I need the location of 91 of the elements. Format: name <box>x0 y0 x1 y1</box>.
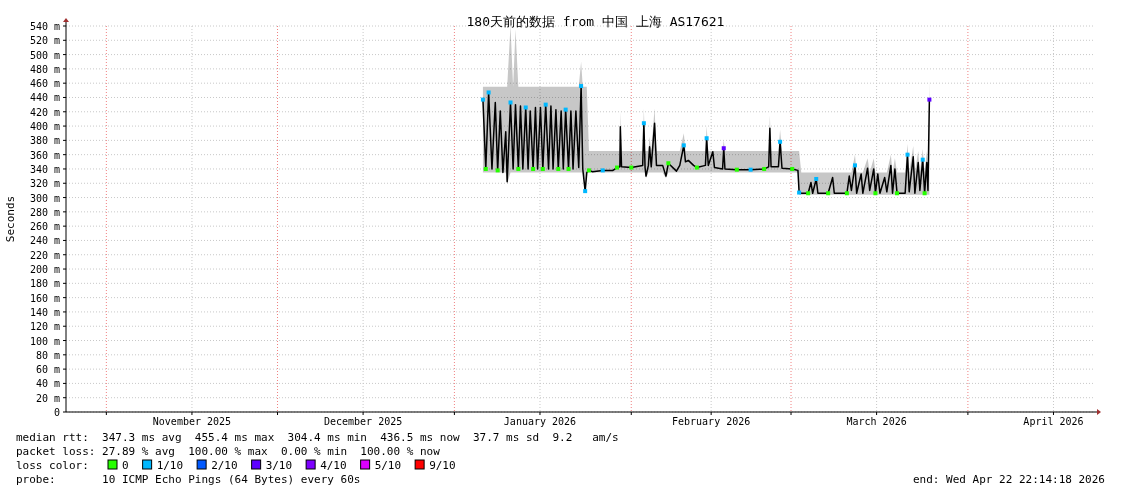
point <box>844 191 849 196</box>
point <box>566 166 571 171</box>
y-tick-label: 440 m <box>29 92 60 104</box>
y-tick-label: 0 <box>53 407 60 418</box>
point <box>540 166 545 171</box>
point <box>814 176 819 181</box>
text: probe: 10 ICMP Echo Pings (64 Bytes) every 60s <box>16 473 361 486</box>
y-tick-label: 120 m <box>29 321 60 333</box>
y-tick-label: 60 m <box>35 364 60 376</box>
point <box>704 136 709 141</box>
point <box>922 191 927 196</box>
point <box>615 165 620 170</box>
y-tick-label: 500 m <box>29 49 60 61</box>
y-tick-label: 160 m <box>29 292 60 304</box>
point <box>852 163 857 168</box>
line-series <box>482 85 931 195</box>
x-tick-label: November 2025 <box>152 416 232 427</box>
point <box>486 90 491 95</box>
y-tick-label: 240 m <box>29 235 60 247</box>
point <box>694 165 699 170</box>
point <box>778 139 783 144</box>
point <box>583 189 588 194</box>
legend-label: 3/10 <box>265 459 293 472</box>
y-tick-label: 200 m <box>29 264 60 276</box>
legend-label: 0 <box>122 459 129 472</box>
point <box>666 161 671 166</box>
y-axis-title: Seconds <box>4 195 17 243</box>
legend-label: 5/10 <box>374 459 402 472</box>
y-tick-label: 20 m <box>35 392 60 404</box>
point <box>905 152 910 157</box>
y-tick-label: 180 m <box>29 278 60 290</box>
y-tick-label: 260 m <box>29 221 60 233</box>
point <box>806 191 811 196</box>
y-tick-label: 140 m <box>29 306 60 318</box>
y-tick-label: 520 m <box>29 35 60 47</box>
text: packet loss: 27.89 % avg 100.00 % max 0.00 % min 100.00 % now <box>16 445 441 458</box>
y-tick-label: 400 m <box>29 121 60 133</box>
text: end: Wed Apr 22 22:14:18 2026 <box>912 473 1105 486</box>
point <box>895 191 900 196</box>
y-tick-label: 80 m <box>35 349 60 361</box>
y-tick-label: 480 m <box>29 63 60 75</box>
point <box>495 168 500 173</box>
legend-title: loss color: <box>16 459 89 472</box>
point <box>629 165 634 170</box>
text: median rtt: 347.3 ms avg 455.4 ms max 304.4 ms min 436.5 ms now 37.7 ms sd 9.2 am/s <box>16 431 619 444</box>
y-tick-label: 420 m <box>29 106 60 118</box>
point <box>826 191 831 196</box>
point <box>516 166 521 171</box>
point <box>483 166 488 171</box>
x-tick-label: March 2026 <box>846 416 907 427</box>
y-tick-label: 540 m <box>29 21 60 32</box>
x-tick-label: April 2026 <box>1023 416 1084 427</box>
y-tick-label: 220 m <box>29 249 60 261</box>
point <box>762 166 767 171</box>
point <box>543 102 548 107</box>
point <box>927 97 932 102</box>
point <box>797 190 802 195</box>
point <box>748 167 753 172</box>
legend-label: 2/10 <box>211 459 238 472</box>
point <box>508 100 513 105</box>
x-tick-label: January 2026 <box>503 416 577 427</box>
point <box>563 107 568 112</box>
x-tick-label: February 2026 <box>672 416 751 427</box>
y-tick-label: 300 m <box>29 192 60 204</box>
chart-title: 180天前的数据 from 中国 上海 AS17621 <box>466 14 725 29</box>
point <box>920 157 925 162</box>
point <box>480 97 485 102</box>
point <box>556 166 561 171</box>
y-tick-label: 380 m <box>29 135 60 147</box>
y-tick-label: 460 m <box>29 78 60 90</box>
point <box>681 143 686 148</box>
y-tick-label: 360 m <box>29 149 60 161</box>
y-tick-label: 280 m <box>29 206 60 218</box>
point <box>873 191 878 196</box>
point <box>790 166 795 171</box>
point <box>531 166 536 171</box>
point <box>734 167 739 172</box>
point <box>721 146 726 151</box>
y-tick-label: 340 m <box>29 163 60 175</box>
legend-label: 1/10 <box>156 459 184 472</box>
y-tick-label: 40 m <box>35 378 60 390</box>
y-tick-label: 100 m <box>29 335 60 347</box>
point <box>641 121 646 126</box>
point <box>600 168 605 173</box>
point <box>586 168 591 173</box>
legend-label: 9/10 <box>429 459 456 472</box>
x-tick-label: December 2025 <box>323 416 403 427</box>
y-tick-label: 320 m <box>29 178 60 190</box>
legend-label: 4/10 <box>320 459 347 472</box>
point <box>523 105 528 110</box>
point <box>579 84 584 89</box>
